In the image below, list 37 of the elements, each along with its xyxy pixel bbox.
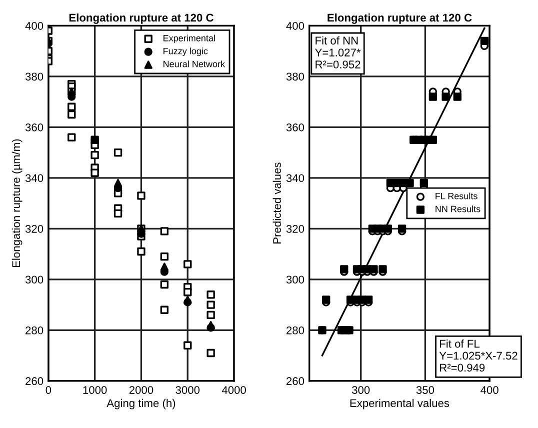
legend-label: Fuzzy logic [164, 48, 208, 56]
y-tick-label: 360 [286, 123, 304, 132]
x-tick-label: 400 [480, 386, 498, 394]
chart-title: Elongation rupture at 120 C [69, 13, 214, 24]
y-tick-label: 320 [286, 224, 304, 233]
y-axis-title: Predicted values [272, 162, 281, 244]
y-tick-label: 300 [25, 276, 44, 284]
x-tick-label: 4000 [222, 386, 246, 394]
y-tick-label: 340 [25, 174, 44, 182]
y-tick-label: 300 [286, 276, 304, 284]
y-tick-label: 280 [26, 326, 44, 334]
y-tick-label: 260 [26, 377, 44, 386]
legend-label: Neural Network [164, 60, 226, 68]
y-tick-label: 340 [286, 174, 304, 182]
y-tick-label: 360 [25, 123, 44, 132]
x-axis-title: Experimental values [350, 398, 450, 410]
legend-label: Experimental [164, 34, 215, 44]
y-tick-label: 260 [286, 377, 304, 386]
x-tick-label: 1000 [83, 386, 107, 394]
x-tick-label: 300 [352, 386, 370, 394]
y-tick-label: 320 [25, 224, 44, 233]
x-tick-label: 0 [46, 386, 52, 394]
y-tick-label: 400 [25, 22, 44, 30]
y-axis-title: Elongation rupture (µm/m) [12, 139, 22, 268]
y-tick-label: 280 [286, 326, 304, 334]
y-tick-label: 380 [25, 72, 44, 81]
y-tick-label: 380 [286, 72, 304, 81]
x-tick-label: 2000 [129, 386, 154, 394]
annotation: Fit of NN Y=1.027* R²=0.952 [315, 36, 361, 68]
legend-label: NN Results [436, 206, 480, 212]
x-tick-label: 3000 [176, 386, 200, 394]
x-axis-title: Aging time (h) [106, 398, 176, 410]
chart-title: Elongation rupture at 120 C [328, 13, 472, 24]
legend-label: FL Results [436, 192, 478, 200]
annotation: Fit of FL Y=1.025*X-7.52 R²=0.949 [439, 340, 518, 372]
y-tick-label: 400 [286, 22, 304, 30]
x-tick-label: 350 [416, 386, 434, 394]
